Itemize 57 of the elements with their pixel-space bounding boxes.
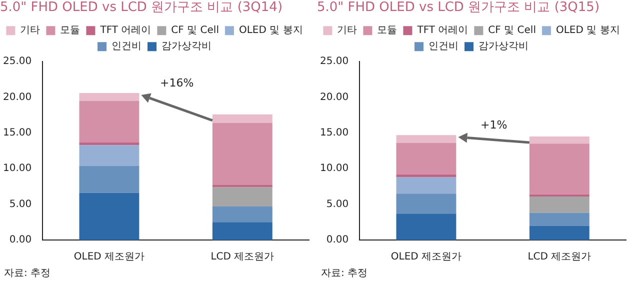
- legend-label: 인건비: [112, 41, 142, 52]
- legend-label: 기타: [337, 25, 358, 36]
- bar: [396, 194, 456, 214]
- x-tick-label: OLED 제조원가: [74, 252, 145, 263]
- bar: [529, 144, 590, 194]
- legend-label: OLED 및 봉지: [238, 25, 303, 36]
- y-tick-label: 5.00: [9, 198, 32, 210]
- annotation: +1%: [480, 118, 508, 132]
- bar: [396, 214, 456, 240]
- bar: [79, 142, 140, 146]
- y-tick-label: 0.00: [326, 234, 349, 246]
- bar: [79, 145, 140, 166]
- bar: [212, 122, 272, 186]
- bar: [396, 177, 456, 194]
- x-tick-label: LCD 제조원가: [210, 252, 274, 263]
- y-tick-label: 20.00: [2, 92, 32, 103]
- legend-label: TFT 어레이: [416, 25, 468, 36]
- legend-label: OLED 및 봉지: [556, 25, 620, 36]
- y-tick-label: 15.00: [320, 128, 349, 139]
- legend-label: 모듈: [377, 25, 398, 36]
- y-tick-label: 0.00: [9, 234, 32, 246]
- legend-label: 감가상각비: [162, 41, 212, 52]
- bar: [79, 166, 140, 193]
- legend-label: TFT 어레이: [99, 25, 152, 36]
- y-tick-label: 15.00: [2, 128, 32, 139]
- y-tick-label: 25.00: [2, 56, 32, 68]
- y-tick-label: 5.00: [326, 198, 349, 210]
- y-tick-label: 20.00: [320, 92, 349, 103]
- legend-label: CF 및 Cell: [488, 25, 536, 36]
- y-tick-label: 25.00: [320, 56, 349, 68]
- bar: [212, 187, 272, 206]
- bar: [529, 212, 590, 226]
- bar: [212, 114, 272, 123]
- bar: [529, 136, 590, 144]
- bar: [529, 196, 590, 213]
- legend-label: 감가상각비: [478, 41, 528, 52]
- legend-label: CF 및 Cell: [171, 25, 219, 36]
- bar: [529, 226, 590, 240]
- bar: [212, 206, 272, 222]
- text: 자료: 추정: [321, 267, 369, 280]
- bar: [79, 192, 140, 240]
- bar: [396, 135, 456, 143]
- text: 자료: 추정: [4, 267, 52, 280]
- y-tick-label: 10.00: [2, 163, 32, 174]
- y-tick-label: 10.00: [320, 163, 349, 174]
- x-tick-label: OLED 제조원가: [390, 252, 462, 263]
- legend-label: 기타: [20, 25, 40, 36]
- annotation: +16%: [160, 76, 194, 90]
- bar: [396, 142, 456, 174]
- legend-label: 모듈: [60, 25, 80, 36]
- x-tick-label: LCD 제조원가: [528, 252, 592, 263]
- legend-label: 인건비: [428, 41, 458, 52]
- bar: [212, 222, 272, 240]
- bar: [79, 100, 140, 142]
- chart-title: 5.0" FHD OLED vs LCD 원가구조 비교 (3Q14): [0, 0, 283, 16]
- chart-title: 5.0" FHD OLED vs LCD 원가구조 비교 (3Q15): [317, 0, 600, 16]
- bar: [79, 93, 140, 101]
